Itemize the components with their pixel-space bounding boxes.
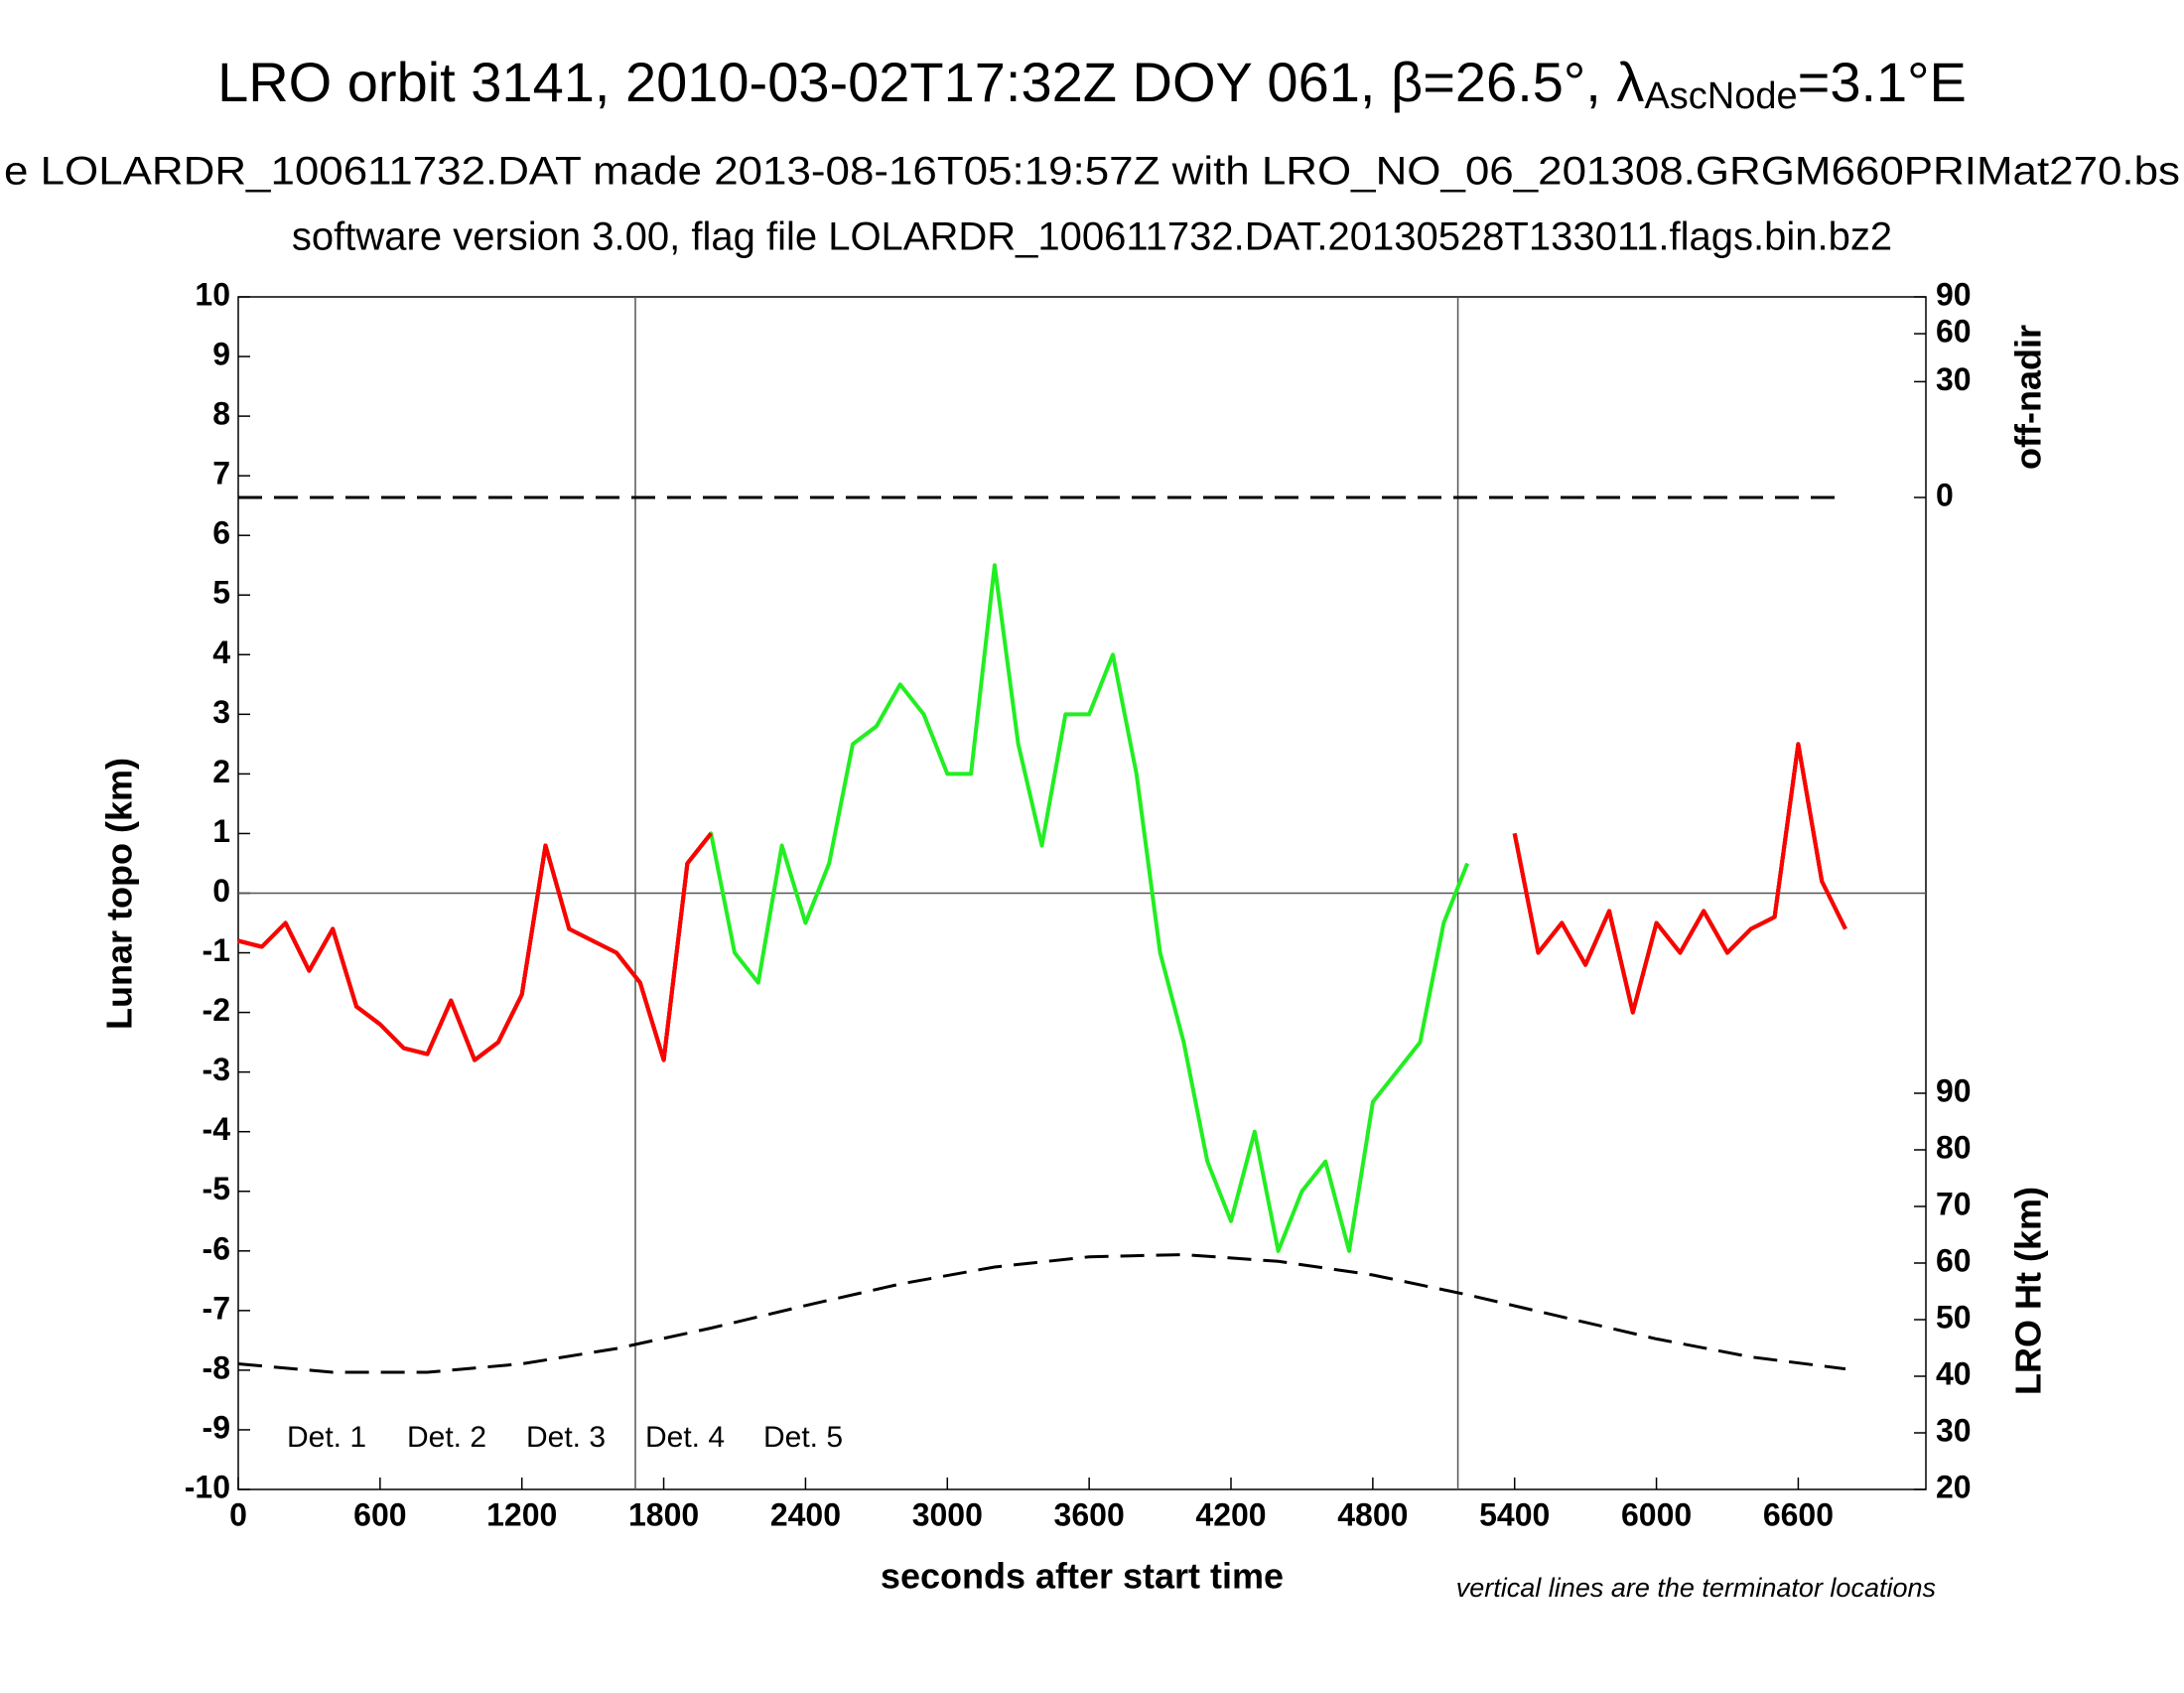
- y-tick-label: -5: [203, 1171, 230, 1206]
- x-tick-label: 6600: [1763, 1496, 1834, 1532]
- y-tick-label: -8: [203, 1349, 230, 1385]
- y2-tick-label: 60: [1936, 314, 1972, 350]
- legend-label: Det. 1: [287, 1421, 366, 1454]
- title-end: =3.1°E: [1798, 51, 1967, 113]
- topo-line: [237, 563, 1847, 1253]
- y-tick-label: 10: [195, 276, 230, 312]
- x-tick-label: 1800: [628, 1496, 699, 1532]
- y2-tick-label: 80: [1936, 1129, 1972, 1165]
- y-tick-label: 7: [212, 456, 230, 492]
- y-tick-label: 9: [212, 337, 230, 372]
- x-tick-label: 3600: [1054, 1496, 1125, 1532]
- legend-label: Det. 3: [526, 1421, 606, 1454]
- y2-tick-label: 30: [1936, 361, 1972, 397]
- y2-tick-label: 90: [1936, 276, 1972, 312]
- y-tick-label: -10: [185, 1469, 230, 1504]
- topo-line: [237, 742, 1847, 1062]
- title-main: LRO orbit 3141, 2010-03-02T17:32Z DOY 06…: [217, 51, 1644, 113]
- y2-tick-label: 40: [1936, 1355, 1972, 1391]
- topo-line: [237, 742, 1847, 1062]
- x-axis-label: seconds after start time: [881, 1556, 1284, 1597]
- y-tick-label: 4: [212, 635, 230, 670]
- x-tick-label: 2400: [770, 1496, 841, 1532]
- subtitle: software version 3.00, flag file LOLARDR…: [292, 215, 1892, 259]
- y-tick-label: -3: [203, 1052, 230, 1087]
- y2-tick-label: 60: [1936, 1242, 1972, 1278]
- x-tick-label: 4800: [1337, 1496, 1408, 1532]
- y-tick-label: 1: [212, 813, 230, 849]
- y-tick-label: 2: [212, 754, 230, 789]
- y2-axis-label: LRO Ht (km): [2008, 1187, 2049, 1395]
- topo-line: [237, 742, 1847, 1062]
- y-tick-label: 0: [212, 873, 230, 909]
- x-tick-label: 4200: [1195, 1496, 1266, 1532]
- note: vertical lines are the terminator locati…: [1456, 1573, 1936, 1603]
- y2-tick-label: 0: [1936, 477, 1954, 512]
- y-tick-label: 3: [212, 694, 230, 730]
- x-tick-label: 5400: [1479, 1496, 1550, 1532]
- legend-label: Det. 2: [407, 1421, 486, 1454]
- legend-label: Det. 4: [645, 1421, 725, 1454]
- title-subscript: AscNode: [1644, 75, 1797, 117]
- y-tick-label: -6: [203, 1230, 230, 1266]
- y-tick-label: -1: [203, 932, 230, 968]
- topo-line: [237, 742, 1847, 1062]
- y2-tick-label: 20: [1936, 1469, 1972, 1504]
- y2-tick-label: 50: [1936, 1299, 1972, 1335]
- y-tick-label: 5: [212, 575, 230, 611]
- y2-tick-label: 30: [1936, 1412, 1972, 1448]
- y2-tick-label: 90: [1936, 1072, 1972, 1108]
- x-tick-label: 3000: [912, 1496, 983, 1532]
- y-tick-label: -2: [203, 992, 230, 1028]
- x-tick-label: 600: [353, 1496, 406, 1532]
- y-tick-label: -7: [203, 1290, 230, 1326]
- subtitle: e LOLARDR_100611732.DAT made 2013-08-16T…: [4, 150, 2180, 194]
- y-tick-label: -9: [203, 1409, 230, 1445]
- x-tick-label: 0: [229, 1496, 247, 1532]
- y-axis-label: Lunar topo (km): [99, 758, 140, 1030]
- legend-label: Det. 5: [763, 1421, 843, 1454]
- x-tick-label: 6000: [1621, 1496, 1692, 1532]
- height-line: [237, 1252, 1846, 1374]
- y-tick-label: 6: [212, 515, 230, 551]
- chart-title: LRO orbit 3141, 2010-03-02T17:32Z DOY 06…: [217, 51, 1967, 117]
- y2-axis-label: off-nadir: [2008, 325, 2049, 470]
- y-tick-label: 8: [212, 396, 230, 432]
- x-tick-label: 1200: [486, 1496, 557, 1532]
- y-tick-label: -4: [203, 1111, 231, 1147]
- y2-tick-label: 70: [1936, 1186, 1972, 1221]
